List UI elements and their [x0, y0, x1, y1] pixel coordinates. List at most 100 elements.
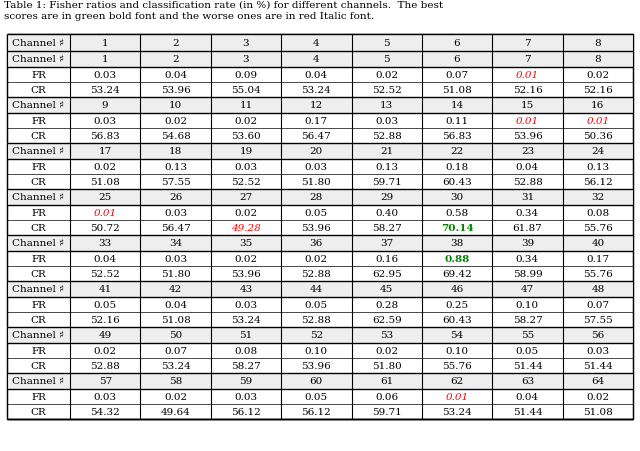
Text: 53.24: 53.24	[161, 361, 191, 370]
Text: 53.96: 53.96	[231, 269, 261, 278]
Text: 0.03: 0.03	[375, 117, 398, 126]
Text: 54.32: 54.32	[90, 407, 120, 416]
Text: 5: 5	[383, 39, 390, 48]
Text: 0.02: 0.02	[234, 254, 257, 263]
Text: 59: 59	[239, 377, 253, 386]
Text: 58: 58	[169, 377, 182, 386]
Text: 0.08: 0.08	[234, 346, 257, 355]
Text: 0.28: 0.28	[375, 300, 398, 309]
Text: 55.76: 55.76	[583, 224, 612, 232]
Text: CR: CR	[31, 315, 46, 324]
Text: Channel ♯: Channel ♯	[12, 101, 65, 110]
Text: 0.03: 0.03	[305, 163, 328, 172]
Text: Channel ♯: Channel ♯	[12, 39, 65, 48]
Text: 44: 44	[310, 285, 323, 294]
Text: 54.68: 54.68	[161, 132, 191, 141]
Text: 6: 6	[454, 39, 460, 48]
Text: Channel ♯: Channel ♯	[12, 377, 65, 386]
Text: 0.02: 0.02	[586, 71, 609, 80]
Text: Table 1: Fisher ratios and classification rate (in %) for different channels.  T: Table 1: Fisher ratios and classificatio…	[4, 1, 443, 10]
Text: Channel ♯: Channel ♯	[12, 331, 65, 340]
Text: Channel ♯: Channel ♯	[12, 147, 65, 156]
Text: 0.06: 0.06	[375, 392, 398, 401]
Text: 0.03: 0.03	[234, 163, 257, 172]
Text: 51.08: 51.08	[161, 315, 191, 324]
Text: 0.03: 0.03	[93, 392, 116, 401]
Text: 52.88: 52.88	[301, 269, 331, 278]
Text: 0.13: 0.13	[164, 163, 187, 172]
Text: 11: 11	[239, 101, 253, 110]
Text: 53.60: 53.60	[231, 132, 261, 141]
Text: 0.02: 0.02	[234, 117, 257, 126]
Text: 48: 48	[591, 285, 604, 294]
Text: 19: 19	[239, 147, 253, 156]
Text: 52.88: 52.88	[90, 361, 120, 370]
Text: 39: 39	[521, 239, 534, 248]
Text: 51.08: 51.08	[583, 407, 612, 416]
Text: 34: 34	[169, 239, 182, 248]
Text: Channel ♯: Channel ♯	[12, 193, 65, 202]
Text: 0.02: 0.02	[164, 117, 187, 126]
Bar	[7, 52, 633, 68]
Text: 26: 26	[169, 193, 182, 202]
Bar	[7, 327, 633, 343]
Text: 0.04: 0.04	[516, 392, 539, 401]
Text: FR: FR	[31, 208, 46, 217]
Text: 51.44: 51.44	[513, 361, 542, 370]
Text: 56.83: 56.83	[90, 132, 120, 141]
Text: Channel ♯: Channel ♯	[12, 285, 65, 294]
Bar	[7, 35, 633, 419]
Text: 0.01: 0.01	[516, 71, 539, 80]
Text: 22: 22	[451, 147, 464, 156]
Text: 50: 50	[169, 331, 182, 340]
Text: 0.10: 0.10	[445, 346, 468, 355]
Text: 0.58: 0.58	[445, 208, 468, 217]
Text: 58.27: 58.27	[372, 224, 401, 232]
Text: 20: 20	[310, 147, 323, 156]
Text: 62: 62	[451, 377, 464, 386]
Text: CR: CR	[31, 269, 46, 278]
Text: 52.16: 52.16	[90, 315, 120, 324]
Text: 28: 28	[310, 193, 323, 202]
Text: CR: CR	[31, 178, 46, 187]
Text: 32: 32	[591, 193, 604, 202]
Text: CR: CR	[31, 361, 46, 370]
Text: 0.04: 0.04	[93, 254, 116, 263]
Text: 47: 47	[521, 285, 534, 294]
Text: 0.10: 0.10	[305, 346, 328, 355]
Text: 0.04: 0.04	[164, 71, 187, 80]
Text: 57: 57	[99, 377, 112, 386]
Text: FR: FR	[31, 117, 46, 126]
Text: 3: 3	[243, 55, 249, 64]
Text: 43: 43	[239, 285, 253, 294]
Text: 51.44: 51.44	[513, 407, 542, 416]
Text: 52.88: 52.88	[301, 315, 331, 324]
Text: 0.25: 0.25	[445, 300, 468, 309]
Text: 24: 24	[591, 147, 604, 156]
Text: 0.02: 0.02	[234, 208, 257, 217]
Text: 0.01: 0.01	[586, 117, 609, 126]
Bar	[7, 281, 633, 297]
Text: 56.12: 56.12	[231, 407, 261, 416]
Text: 0.40: 0.40	[375, 208, 398, 217]
Text: 49: 49	[99, 331, 112, 340]
Bar	[7, 189, 633, 206]
Text: 0.04: 0.04	[305, 71, 328, 80]
Text: 0.01: 0.01	[93, 208, 116, 217]
Text: 0.03: 0.03	[93, 117, 116, 126]
Text: 51.08: 51.08	[90, 178, 120, 187]
Text: 5: 5	[383, 55, 390, 64]
Text: 45: 45	[380, 285, 394, 294]
Text: 52.52: 52.52	[372, 86, 401, 95]
Text: 0.34: 0.34	[516, 208, 539, 217]
Text: 30: 30	[451, 193, 464, 202]
Text: 0.10: 0.10	[516, 300, 539, 309]
Text: 55.76: 55.76	[583, 269, 612, 278]
Text: 14: 14	[451, 101, 464, 110]
Text: Channel ♯: Channel ♯	[12, 239, 65, 248]
Bar	[7, 144, 633, 160]
Text: 0.07: 0.07	[445, 71, 468, 80]
Text: 0.17: 0.17	[305, 117, 328, 126]
Text: 37: 37	[380, 239, 394, 248]
Text: 0.05: 0.05	[305, 392, 328, 401]
